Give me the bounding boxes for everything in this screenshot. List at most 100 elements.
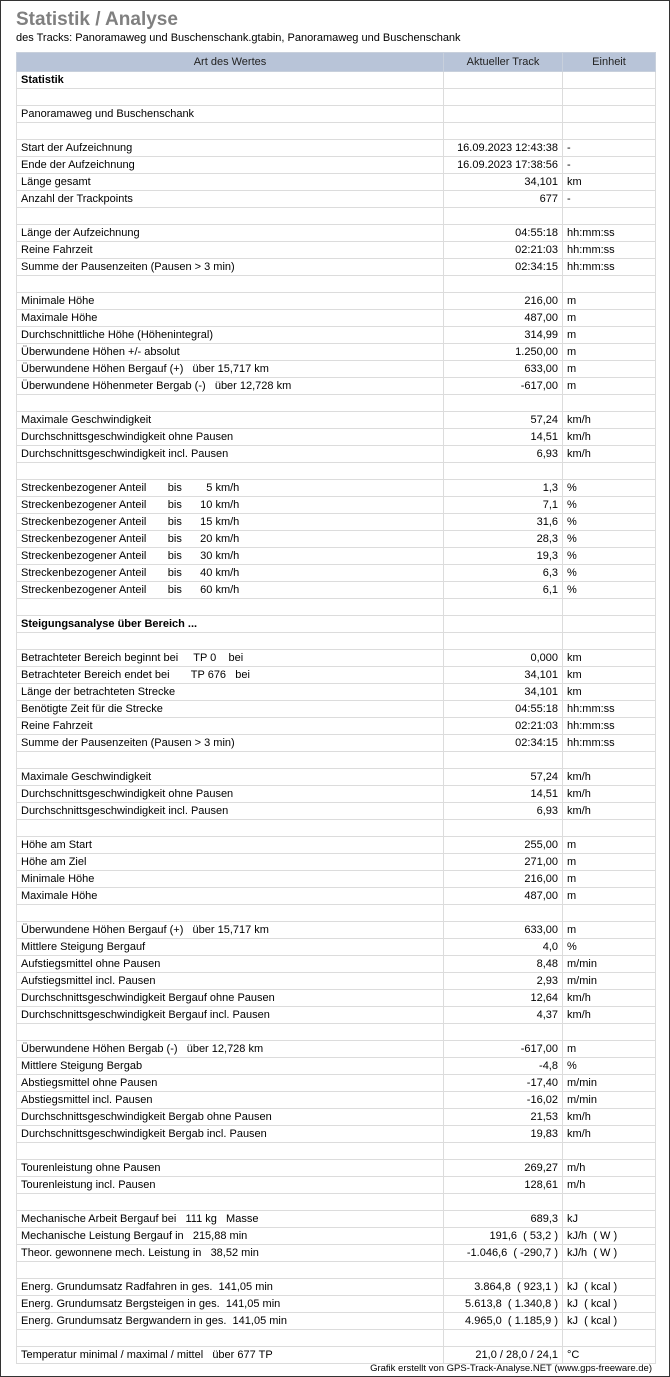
table-row: [16, 122, 656, 140]
row-label: Durchschnittsgeschwindigkeit ohne Pausen: [16, 428, 444, 446]
row-value: 1,3: [443, 479, 563, 497]
row-label: Abstiegsmittel incl. Pausen: [16, 1091, 444, 1109]
table-row: Temperatur minimal / maximal / mittel üb…: [16, 1346, 656, 1364]
row-label: Durchschnittsgeschwindigkeit Bergauf inc…: [16, 1006, 444, 1024]
row-label: Länge der Aufzeichnung: [16, 224, 444, 242]
row-unit: km/h: [562, 785, 656, 803]
row-value: 6,3: [443, 564, 563, 582]
table-row: Minimale Höhe 216,00 m: [16, 292, 656, 310]
table-row: Überwundene Höhen +/- absolut 1.250,00 m: [16, 343, 656, 361]
column-header-type: Art des Wertes: [16, 52, 444, 72]
row-unit: %: [562, 513, 656, 531]
table-row: [16, 819, 656, 837]
row-value: 12,64: [443, 989, 563, 1007]
table-row: Mechanische Arbeit Bergauf bei 111 kg Ma…: [16, 1210, 656, 1228]
row-label: [16, 275, 444, 293]
row-unit: m: [562, 377, 656, 395]
row-label: Streckenbezogener Anteil bis 30 km/h: [16, 547, 444, 565]
row-value: 31,6: [443, 513, 563, 531]
table-row: Länge gesamt 34,101 km: [16, 173, 656, 191]
row-label: Streckenbezogener Anteil bis 40 km/h: [16, 564, 444, 582]
row-value: 34,101: [443, 683, 563, 701]
row-value: [443, 71, 563, 89]
row-label: Streckenbezogener Anteil bis 20 km/h: [16, 530, 444, 548]
row-label: Durchschnittsgeschwindigkeit Bergab incl…: [16, 1125, 444, 1143]
row-value: 633,00: [443, 360, 563, 378]
row-unit: kJ/h ( W ): [562, 1244, 656, 1262]
row-value: 21,0 / 28,0 / 24,1: [443, 1346, 563, 1364]
row-label: [16, 1193, 444, 1211]
row-value: [443, 819, 563, 837]
row-unit: m/min: [562, 1074, 656, 1092]
row-label: Durchschnittsgeschwindigkeit ohne Pausen: [16, 785, 444, 803]
table-row: Mittlere Steigung Bergauf 4,0%: [16, 938, 656, 956]
row-value: -1.046,6 ( -290,7 ): [443, 1244, 563, 1262]
row-label: [16, 632, 444, 650]
table-row: Überwundene Höhenmeter Bergab (-) über 1…: [16, 377, 656, 395]
row-unit: %: [562, 938, 656, 956]
row-label: [16, 904, 444, 922]
table-row: Energ. Grundumsatz Radfahren in ges. 141…: [16, 1278, 656, 1296]
row-label: [16, 88, 444, 106]
table-row: Durchschnittsgeschwindigkeit ohne Pausen…: [16, 428, 656, 446]
row-value: 0,000: [443, 649, 563, 667]
row-label: Ende der Aufzeichnung: [16, 156, 444, 174]
row-label: Maximale Geschwindigkeit: [16, 411, 444, 429]
row-unit: kJ ( kcal ): [562, 1312, 656, 1330]
row-value: [443, 904, 563, 922]
row-label: Betrachteter Bereich endet bei TP 676 be…: [16, 666, 444, 684]
row-unit: m/min: [562, 1091, 656, 1109]
row-unit: km/h: [562, 1125, 656, 1143]
row-unit: km/h: [562, 411, 656, 429]
row-label: Streckenbezogener Anteil bis 10 km/h: [16, 496, 444, 514]
row-value: [443, 1193, 563, 1211]
row-label: [16, 819, 444, 837]
table-row: Durchschnittsgeschwindigkeit incl. Pause…: [16, 802, 656, 820]
row-unit: -: [562, 190, 656, 208]
row-unit: [562, 598, 656, 616]
row-label: Tourenleistung incl. Pausen: [16, 1176, 444, 1194]
table-row: Mechanische Leistung Bergauf in 215,88 m…: [16, 1227, 656, 1245]
table-row: [16, 1023, 656, 1041]
row-value: 255,00: [443, 836, 563, 854]
row-label: [16, 598, 444, 616]
row-value: 677: [443, 190, 563, 208]
table-row: [16, 462, 656, 480]
table-row: Höhe am Ziel 271,00 m: [16, 853, 656, 871]
row-label: [16, 751, 444, 769]
table-row: Streckenbezogener Anteil bis 30 km/h 19,3…: [16, 547, 656, 565]
row-value: 216,00: [443, 870, 563, 888]
row-value: 04:55:18: [443, 700, 563, 718]
row-label: Streckenbezogener Anteil bis 15 km/h: [16, 513, 444, 531]
row-value: [443, 105, 563, 123]
row-value: [443, 394, 563, 412]
row-unit: %: [562, 547, 656, 565]
row-unit: m: [562, 921, 656, 939]
row-unit: m: [562, 836, 656, 854]
row-value: 1.250,00: [443, 343, 563, 361]
row-value: 4,37: [443, 1006, 563, 1024]
row-label: [16, 1023, 444, 1041]
section-heading-row: Steigungsanalyse über Bereich ...: [16, 615, 656, 633]
column-header-unit: Einheit: [562, 52, 656, 72]
row-unit: %: [562, 530, 656, 548]
table-row: Benötigte Zeit für die Strecke 04:55:18 hh…: [16, 700, 656, 718]
table-row: [16, 275, 656, 293]
table-row: [16, 88, 656, 106]
row-label: Überwundene Höhen +/- absolut: [16, 343, 444, 361]
row-value: 16.09.2023 12:43:38: [443, 139, 563, 157]
row-value: [443, 615, 563, 633]
section-heading-row: Statistik: [16, 71, 656, 89]
row-value: 14,51: [443, 785, 563, 803]
row-value: 487,00: [443, 309, 563, 327]
row-label: Höhe am Start: [16, 836, 444, 854]
row-label: Länge gesamt: [16, 173, 444, 191]
row-unit: m: [562, 887, 656, 905]
row-unit: -: [562, 139, 656, 157]
row-unit: kJ ( kcal ): [562, 1278, 656, 1296]
row-unit: [562, 1193, 656, 1211]
row-label: Aufstiegsmittel incl. Pausen: [16, 972, 444, 990]
row-label: Energ. Grundumsatz Radfahren in ges. 141…: [16, 1278, 444, 1296]
row-value: 4.965,0 ( 1.185,9 ): [443, 1312, 563, 1330]
statistics-table: Art des Wertes Aktueller Track Einheit S…: [16, 52, 656, 1364]
